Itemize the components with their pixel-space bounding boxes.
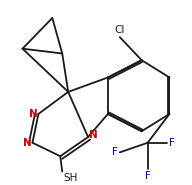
Text: Cl: Cl — [115, 24, 125, 35]
Text: SH: SH — [63, 173, 78, 183]
Text: N: N — [29, 109, 37, 119]
Text: F: F — [169, 138, 175, 148]
Text: F: F — [145, 171, 151, 181]
Text: N: N — [23, 138, 31, 148]
Text: N: N — [89, 130, 98, 140]
Text: F: F — [112, 147, 118, 157]
